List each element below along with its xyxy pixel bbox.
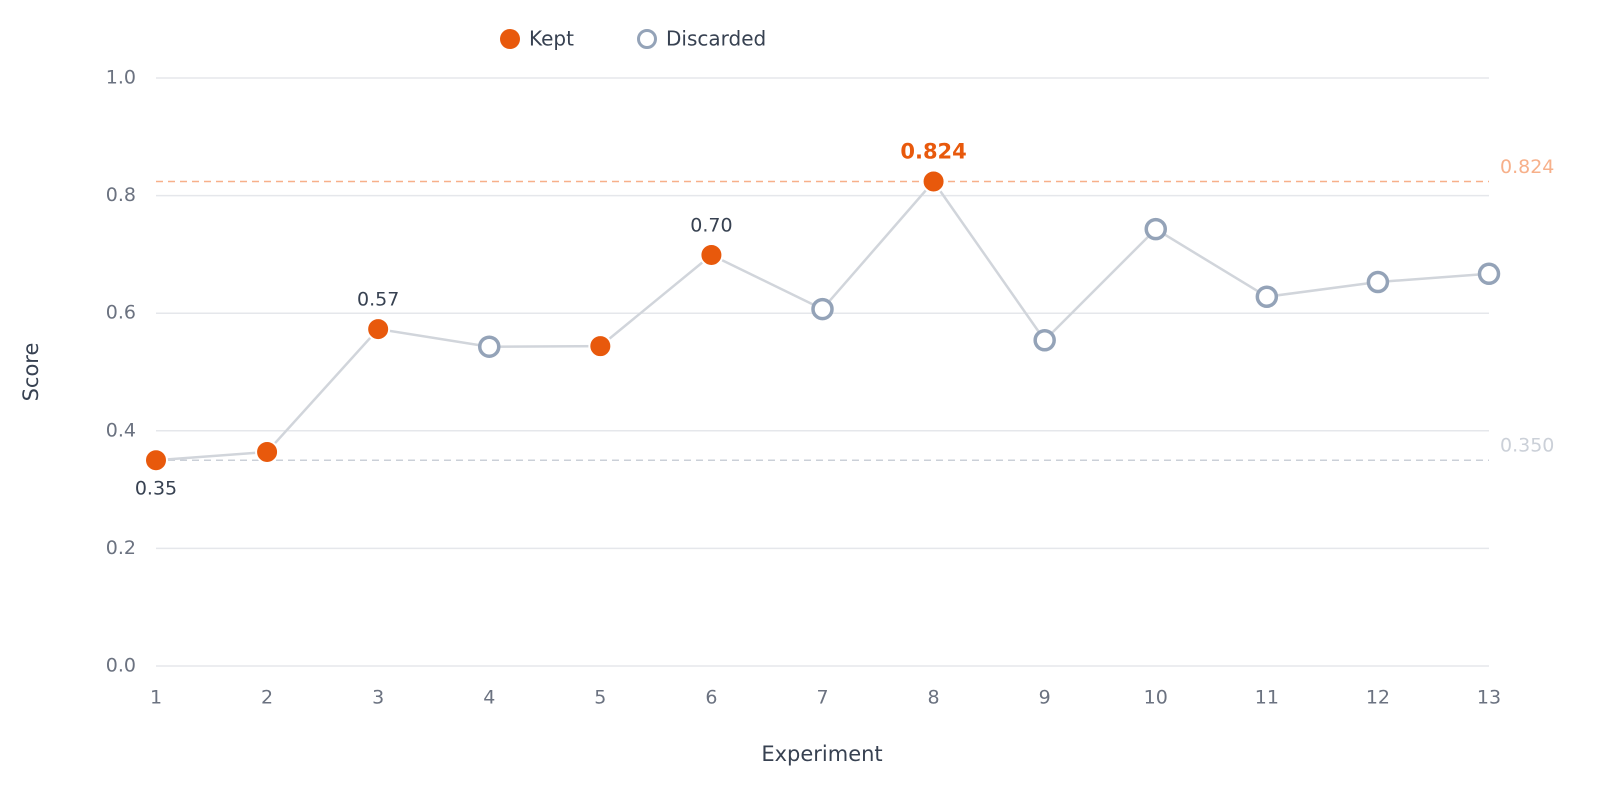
x-tick-label: 5 [594, 687, 606, 709]
connector-line [1155, 228, 1268, 298]
x-tick-label: 8 [928, 687, 940, 709]
data-label: 0.35 [135, 478, 177, 500]
data-point [1366, 270, 1390, 294]
x-tick-label: 13 [1477, 687, 1501, 709]
data-point [921, 169, 946, 194]
legend-label: Kept [529, 27, 574, 51]
data-point [255, 439, 280, 464]
data-label: 0.824 [900, 139, 966, 163]
connector-line [266, 328, 380, 453]
data-point [1255, 285, 1279, 308]
connector-line [155, 450, 268, 462]
connector-line [489, 344, 601, 348]
data-label: 0.57 [357, 289, 399, 311]
data-point [478, 335, 501, 358]
data-point [366, 317, 391, 342]
y-tick-label: 0.4 [106, 419, 136, 441]
connector-line [932, 180, 1046, 341]
connector-line [710, 253, 824, 311]
x-tick-label: 6 [705, 687, 717, 709]
data-point [588, 334, 613, 359]
legend-marker [500, 29, 520, 49]
data-point [144, 448, 168, 473]
connector-line [1043, 228, 1157, 342]
legend-marker [637, 29, 657, 49]
data-point [811, 297, 834, 321]
x-tick-label: 10 [1144, 687, 1168, 709]
y-tick-label: 1.0 [106, 67, 136, 89]
connector-line [377, 327, 490, 348]
legend-label: Discarded [666, 27, 766, 51]
x-tick-label: 9 [1039, 687, 1051, 709]
data-point [1477, 262, 1501, 286]
reference-label: 0.824 [1500, 156, 1554, 178]
connector-line [599, 254, 713, 348]
reference-label: 0.350 [1500, 435, 1554, 457]
y-axis-title: Score [19, 343, 43, 402]
data-point [699, 242, 724, 267]
data-label: 0.70 [690, 214, 732, 236]
x-tick-label: 7 [816, 687, 828, 709]
data-point [1144, 217, 1167, 241]
y-tick-label: 0.0 [106, 655, 136, 677]
y-tick-label: 0.6 [106, 302, 136, 324]
x-axis-title: Experiment [761, 742, 882, 766]
x-tick-label: 11 [1255, 687, 1279, 709]
x-tick-label: 2 [261, 687, 273, 709]
data-point [1033, 328, 1056, 352]
y-tick-label: 0.2 [106, 537, 136, 559]
x-tick-label: 4 [483, 687, 495, 709]
y-tick-label: 0.8 [106, 184, 136, 206]
connector-line [821, 180, 935, 310]
x-tick-label: 12 [1366, 687, 1390, 709]
connector-line [1266, 280, 1379, 298]
x-tick-label: 1 [150, 687, 162, 709]
connector-line [1377, 272, 1490, 284]
x-tick-label: 3 [372, 687, 384, 709]
